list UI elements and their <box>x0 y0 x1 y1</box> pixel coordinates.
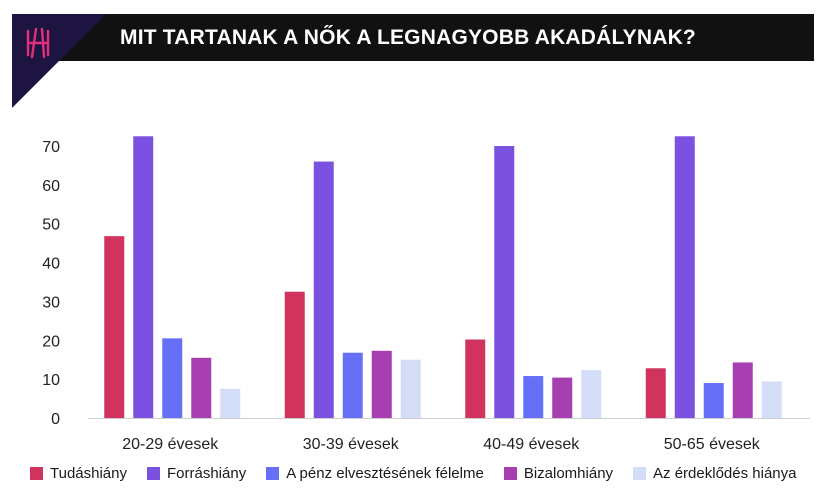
y-axis: 0 10 20 30 40 50 60 70 <box>42 139 60 428</box>
bar <box>104 236 125 418</box>
bar <box>552 377 573 418</box>
x-tick-label: 40-49 évesek <box>483 436 580 453</box>
bar <box>761 381 782 418</box>
bar <box>313 161 334 419</box>
legend: Tudáshiány Forráshiány A pénz elvesztéséne… <box>30 461 816 485</box>
legend-swatch <box>30 466 43 480</box>
x-axis-labels: 20-29 évesek 30-39 évesek 40-49 évesek 50-6… <box>122 436 761 453</box>
x-tick-label: 30-39 évesek <box>303 436 400 453</box>
legend-item: Az érdeklődés hiánya <box>633 465 796 482</box>
bar <box>674 136 695 419</box>
legend-label: Bizalomhiány <box>523 464 614 482</box>
bars <box>104 136 782 419</box>
y-tick-label: 0 <box>51 411 60 428</box>
bar <box>581 370 602 418</box>
bar <box>732 362 753 418</box>
y-tick-label: 30 <box>42 294 60 311</box>
legend-swatch <box>147 466 160 480</box>
legend-swatch <box>266 466 280 480</box>
page-title: MIT TARTANAK A NŐK A LEGNAGYOBB AKADÁLYN… <box>120 26 696 49</box>
legend-item: Forráshiány <box>147 465 246 482</box>
bar <box>342 352 363 418</box>
legend-item: Bizalomhiány <box>503 464 614 482</box>
legend-swatch <box>633 466 647 480</box>
legend-item: Tudáshiány <box>30 465 127 482</box>
bar <box>371 350 392 418</box>
y-tick-label: 40 <box>42 256 60 273</box>
legend-label: Forráshiány <box>167 464 247 482</box>
bar <box>703 383 724 418</box>
legend-label: Tudáshiány <box>50 464 127 482</box>
bar <box>523 376 544 418</box>
legend-label: Az érdeklődés hiánya <box>653 464 797 482</box>
y-tick-label: 50 <box>42 217 60 234</box>
legend-label: A pénz elvesztésének félelme <box>286 464 484 482</box>
bar <box>494 146 515 418</box>
bar <box>465 339 486 418</box>
x-tick-label: 50-65 évesek <box>664 436 761 453</box>
y-tick-label: 10 <box>42 372 60 389</box>
x-tick-label: 20-29 évesek <box>122 436 219 453</box>
y-tick-label: 20 <box>42 333 60 350</box>
y-tick-label: 70 <box>42 139 60 156</box>
bar <box>162 338 183 418</box>
legend-swatch <box>503 466 517 480</box>
bar <box>400 359 421 418</box>
h-logo-icon <box>26 27 50 59</box>
header-bar <box>12 14 814 61</box>
bar <box>220 388 241 418</box>
legend-item: A pénz elvesztésének félelme <box>266 465 484 482</box>
logo-background <box>12 14 106 108</box>
bar <box>191 357 212 418</box>
bar <box>133 136 154 419</box>
y-tick-label: 60 <box>42 178 60 195</box>
bar <box>284 291 305 418</box>
bar <box>645 368 666 418</box>
